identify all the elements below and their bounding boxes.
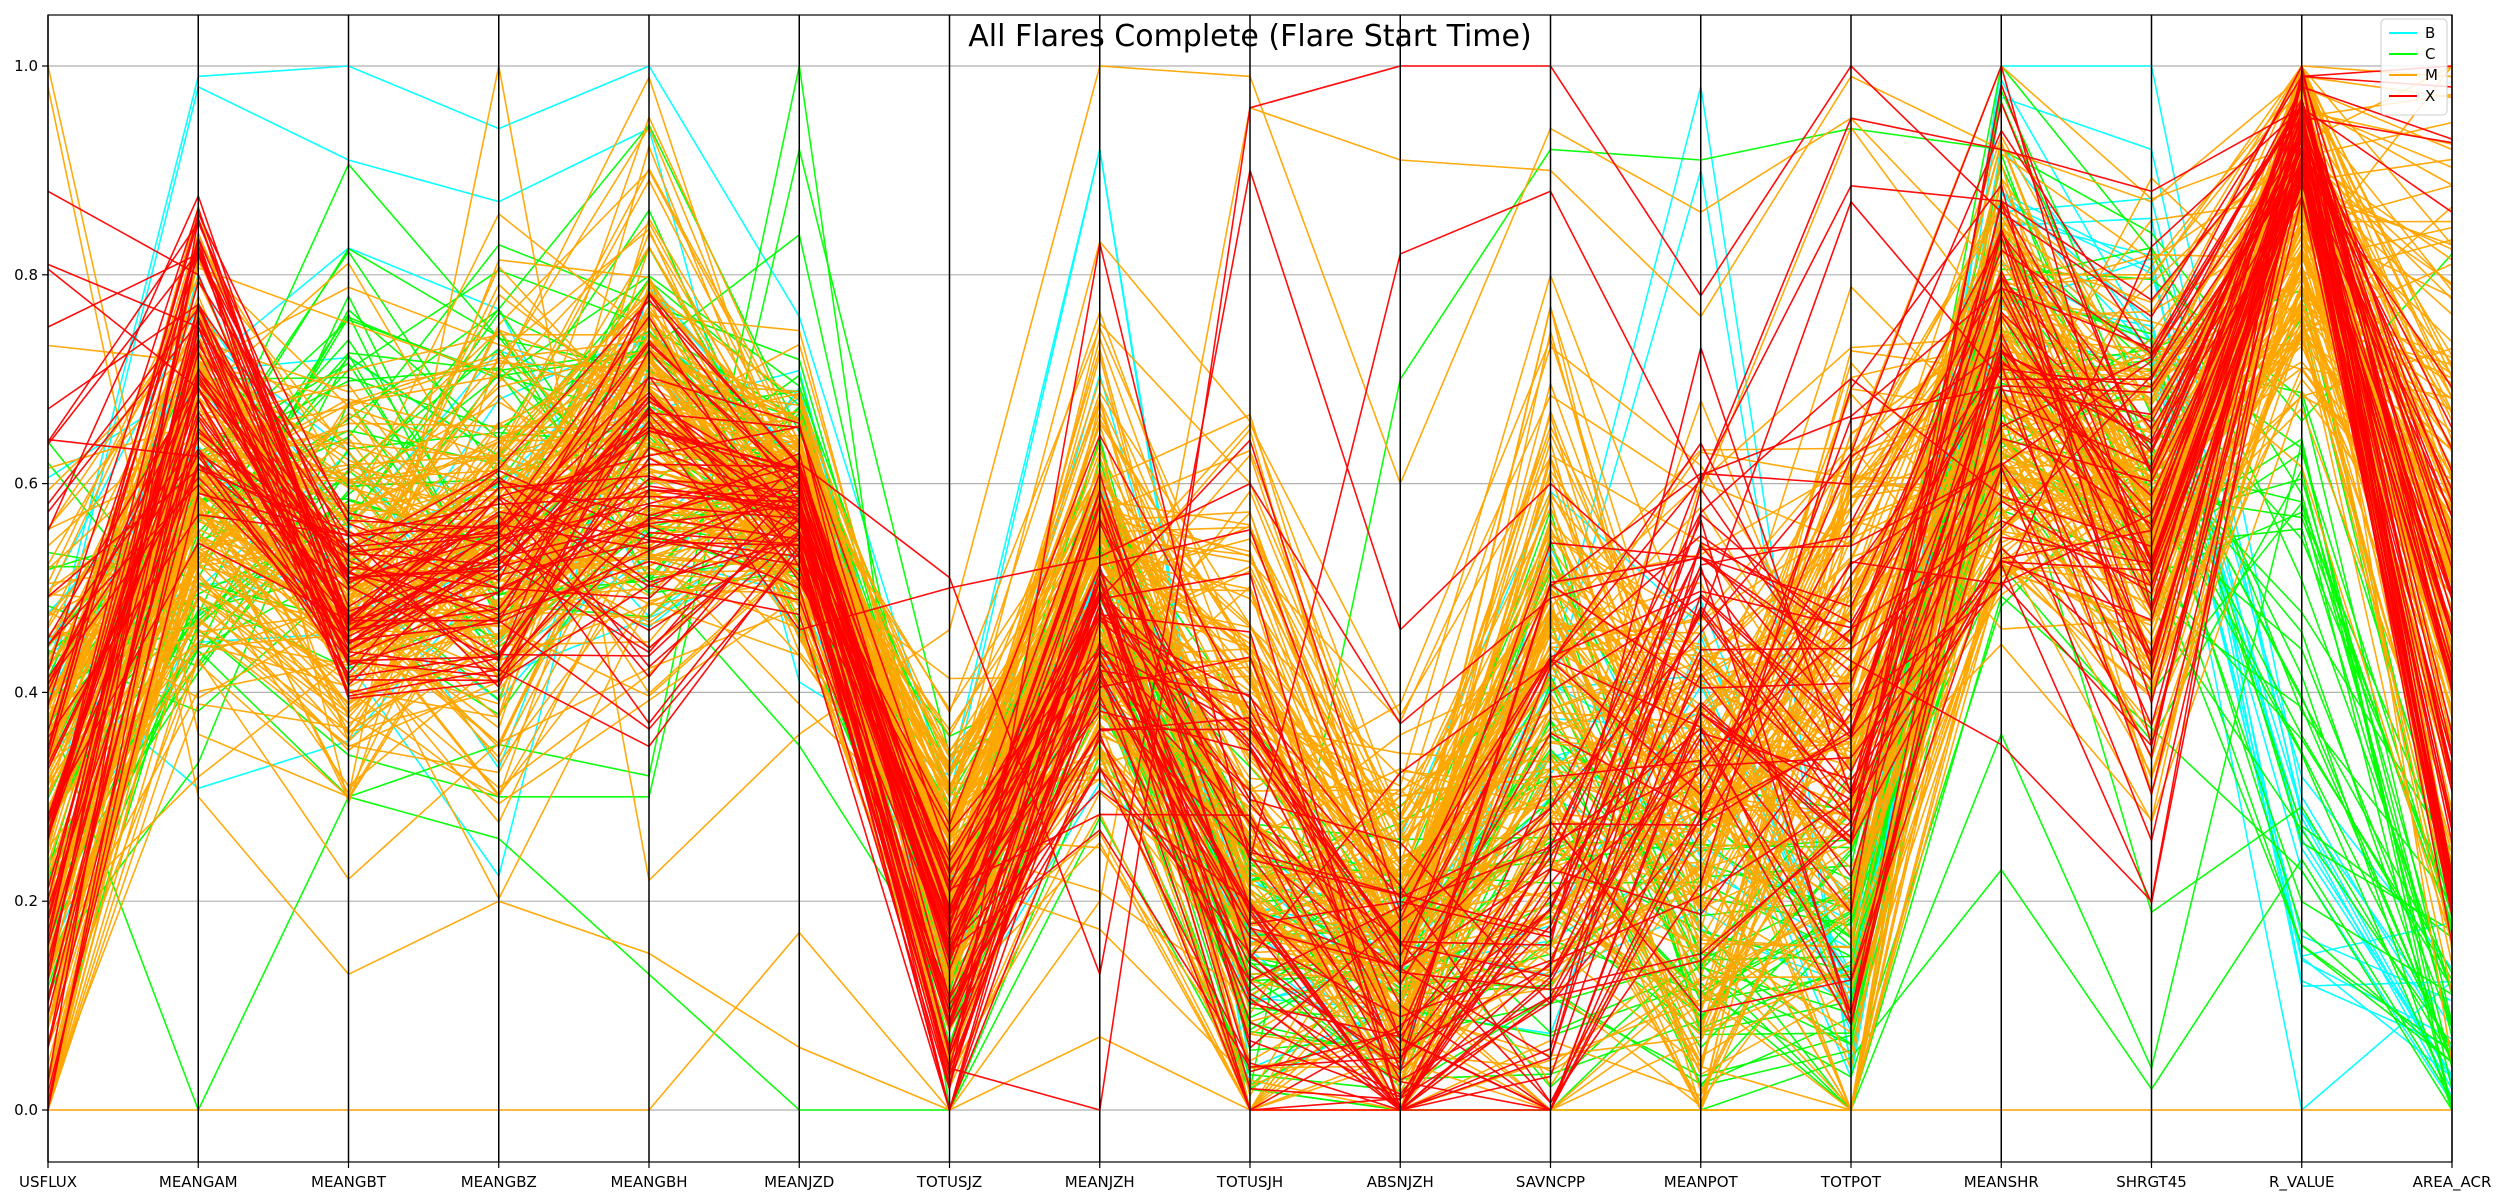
- x-axis-label: MEANSHR: [1964, 1173, 2039, 1191]
- x-axis-label: MEANGAM: [159, 1173, 238, 1191]
- x-axis-label: MEANGBH: [610, 1173, 687, 1191]
- y-tick-label: 1.0: [14, 57, 38, 75]
- x-axis-label: TOTUSJZ: [916, 1173, 982, 1191]
- y-axis-ticks: 0.0 0.2 0.4 0.6 0.8 1.0: [14, 57, 48, 1119]
- x-axis-label: USFLUX: [19, 1173, 77, 1191]
- legend-label-M: M: [2425, 66, 2438, 84]
- legend-label-B: B: [2425, 24, 2435, 42]
- x-axis-label: AREA_ACR: [2413, 1173, 2492, 1192]
- x-axis-label: MEANGBZ: [461, 1173, 537, 1191]
- y-tick-label: 0.8: [14, 266, 38, 284]
- x-axis-label: SHRGT45: [2116, 1173, 2187, 1191]
- y-tick-label: 0.6: [14, 475, 38, 493]
- x-axis-label: SAVNCPP: [1516, 1173, 1585, 1191]
- y-tick-label: 0.4: [14, 683, 38, 701]
- x-axis-labels: USFLUX MEANGAM MEANGBT MEANGBZ MEANGBH MEANJZ…: [19, 1162, 2491, 1192]
- x-axis-label: TOTUSJH: [1216, 1173, 1283, 1191]
- x-axis-label: MEANJZH: [1065, 1173, 1135, 1191]
- x-axis-label: ABSNJZH: [1367, 1173, 1434, 1191]
- x-axis-label: MEANGBT: [311, 1173, 387, 1191]
- x-axis-label: MEANJZD: [764, 1173, 834, 1191]
- x-axis-label: MEANPOT: [1664, 1173, 1739, 1191]
- legend-label-C: C: [2425, 45, 2435, 63]
- y-tick-label: 0.2: [14, 892, 38, 910]
- y-tick-label: 0.0: [14, 1101, 38, 1119]
- x-axis-label: R_VALUE: [2269, 1173, 2335, 1192]
- legend-label-X: X: [2425, 87, 2435, 105]
- legend-box: [2380, 18, 2448, 116]
- chart-title: All Flares Complete (Flare Start Time): [968, 19, 1531, 54]
- x-axis-label: TOTPOT: [1820, 1173, 1882, 1191]
